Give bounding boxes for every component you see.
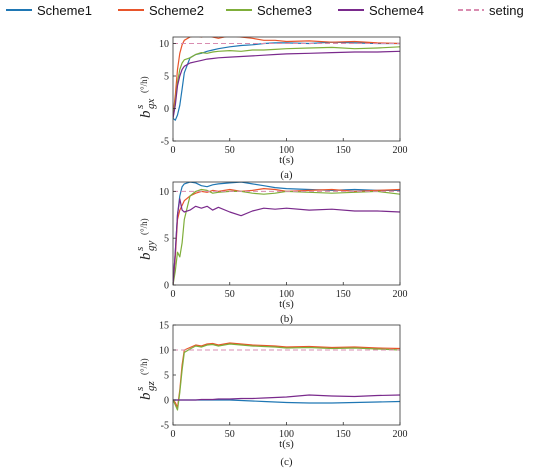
y-tick-label: 0 [164,281,169,292]
y-axis-label-unit: (°/h) [139,358,149,375]
panel-caption: (c) [280,456,293,468]
y-axis-label-sub: gy [145,241,157,252]
x-tick-label: 0 [171,145,176,156]
legend-item-scheme2: Scheme2 [118,3,204,18]
legend: Scheme1 Scheme2 Scheme3 Scheme4 seting [6,3,524,18]
x-tick-label: 150 [336,429,351,440]
chart-panel-b: 0 50 100 150 200 0 5 10 t(s) (b) bs gy (°/h) [134,181,408,325]
legend-label-seting: seting [489,3,524,18]
series-line-scheme2 [173,342,400,409]
y-tick-label: 0 [164,396,169,407]
x-axis-label: t(s) [279,298,294,310]
x-tick-label: 200 [393,289,408,300]
series-line-scheme1 [173,41,400,121]
series-line-scheme4 [173,50,400,119]
y-axis-label-main: b [138,110,154,118]
x-tick-label: 0 [171,429,176,440]
panel-caption: (a) [280,169,293,181]
y-tick-label: 5 [164,371,169,382]
x-axis-label: t(s) [279,438,294,450]
y-axis-label-unit: (°/h) [139,76,149,93]
axes-frame [172,181,401,286]
x-tick-label: 0 [171,289,176,300]
panel-caption: (b) [280,313,293,325]
series-line-scheme2 [173,37,400,116]
y-tick-label: 10 [159,39,169,50]
y-axis-label-unit: (°/h) [139,218,149,235]
series-line-scheme1 [173,182,400,285]
legend-item-scheme4: Scheme4 [338,3,424,18]
y-axis-label-sup: s [134,387,146,391]
legend-label-scheme1: Scheme1 [37,3,92,18]
x-axis-label: t(s) [279,154,294,166]
series-line-scheme4 [173,394,400,401]
legend-item-scheme1: Scheme1 [6,3,92,18]
y-axis-label-sub: gz [145,381,157,392]
y-axis-label: bs gz (°/h) [134,358,157,400]
y-axis-label: bs gy (°/h) [134,218,157,260]
y-tick-label: 10 [159,346,169,357]
series-line-scheme1 [173,399,400,404]
legend-label-scheme4: Scheme4 [369,3,424,18]
plot-area [173,342,400,411]
x-tick-label: 200 [393,145,408,156]
y-tick-label: 5 [164,234,169,245]
y-tick-label: 5 [164,72,169,83]
series-line-scheme2 [173,188,400,285]
x-tick-label: 200 [393,429,408,440]
y-tick-label: 0 [164,104,169,115]
series-line-scheme4 [173,198,400,285]
y-axis-label-main: b [138,252,154,260]
axes-frame [172,324,401,426]
plot-area [173,182,400,285]
x-tick-label: 50 [225,145,235,156]
x-tick-label: 100 [279,145,294,156]
x-tick-label: 50 [225,429,235,440]
y-tick-label: -5 [161,137,169,148]
y-axis-label: bs gx (°/h) [134,76,157,118]
x-tick-label: 150 [336,289,351,300]
y-axis-label-sup: s [134,247,146,251]
y-axis-label-sup: s [134,105,146,109]
x-tick-label: 50 [225,289,235,300]
y-axis-label-main: b [138,392,154,400]
y-tick-label: -5 [161,421,169,432]
legend-label-scheme3: Scheme3 [257,3,312,18]
legend-item-scheme3: Scheme3 [226,3,312,18]
x-tick-label: 100 [279,289,294,300]
y-axis-label-sub: gx [145,99,157,110]
y-tick-label: 10 [159,187,169,198]
x-tick-label: 100 [279,429,294,440]
legend-label-scheme2: Scheme2 [149,3,204,18]
series-line-scheme3 [173,46,400,119]
legend-item-seting: seting [458,3,524,18]
x-tick-label: 150 [336,145,351,156]
y-tick-label: 15 [159,321,169,332]
series-line-scheme3 [173,343,400,411]
series-line-scheme3 [173,188,400,285]
plot-area [173,37,400,121]
